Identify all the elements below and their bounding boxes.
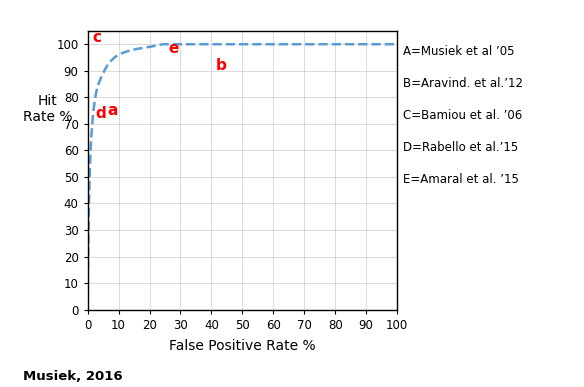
Text: b: b xyxy=(216,58,227,73)
Text: Hit
Rate %: Hit Rate % xyxy=(23,94,72,124)
Text: D=Rabello et al.’15: D=Rabello et al.’15 xyxy=(404,141,519,154)
Text: d: d xyxy=(95,106,106,121)
X-axis label: False Positive Rate %: False Positive Rate % xyxy=(169,339,316,353)
Text: B=Aravind. et al.’12: B=Aravind. et al.’12 xyxy=(404,77,523,90)
Text: e: e xyxy=(169,41,179,56)
Text: Musiek, 2016: Musiek, 2016 xyxy=(23,370,123,383)
Text: c: c xyxy=(92,30,101,45)
Text: E=Amaral et al. ’15: E=Amaral et al. ’15 xyxy=(404,173,519,186)
Text: C=Bamiou et al. ’06: C=Bamiou et al. ’06 xyxy=(404,109,523,122)
Text: A=Musiek et al ’05: A=Musiek et al ’05 xyxy=(404,45,515,58)
Text: a: a xyxy=(107,103,118,118)
